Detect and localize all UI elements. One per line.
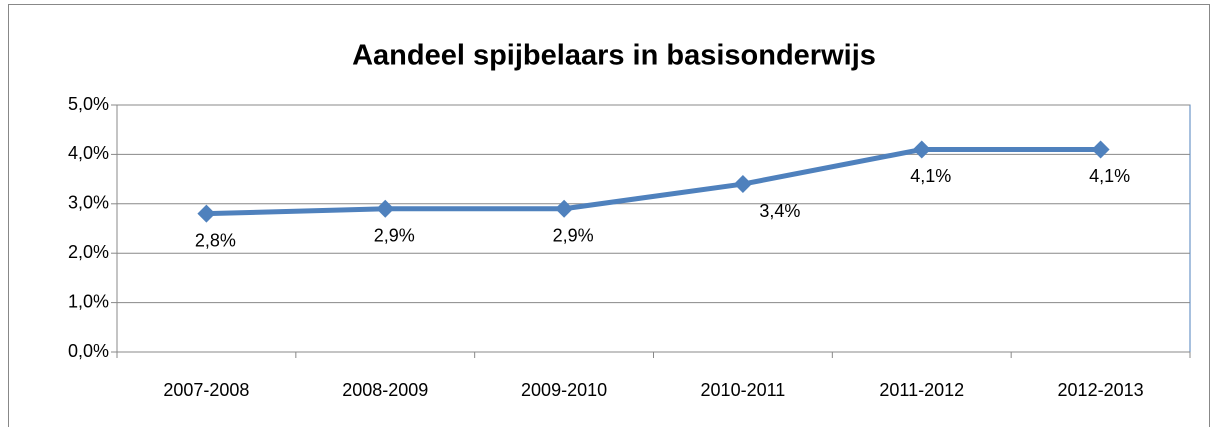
marker bbox=[555, 199, 574, 218]
y-tick-label: 2,0% bbox=[68, 242, 109, 262]
y-tick-label: 5,0% bbox=[68, 94, 109, 114]
data-label: 3,4% bbox=[759, 201, 800, 221]
x-tick-label: 2010-2011 bbox=[701, 380, 786, 400]
marker bbox=[733, 175, 752, 194]
data-label: 2,9% bbox=[374, 225, 415, 245]
chart-title: Aandeel spijbelaars in basisonderwijs bbox=[352, 40, 876, 72]
marker bbox=[912, 140, 931, 159]
line bbox=[206, 146, 1101, 217]
x-tick-label: 2011-2012 bbox=[879, 380, 964, 400]
y-tick-label: 0,0% bbox=[68, 341, 109, 361]
marker bbox=[1091, 140, 1110, 159]
marker bbox=[197, 204, 216, 223]
y-tick-label: 1,0% bbox=[68, 291, 109, 311]
data-label: 4,1% bbox=[910, 166, 951, 186]
data-label: 2,8% bbox=[195, 230, 236, 250]
y-tick-label: 4,0% bbox=[68, 143, 109, 163]
data-label: 4,1% bbox=[1089, 166, 1130, 186]
y-tick-label: 3,0% bbox=[68, 193, 109, 213]
marker bbox=[376, 199, 395, 218]
x-tick-label: 2007-2008 bbox=[163, 380, 249, 400]
x-tick-label: 2008-2009 bbox=[342, 380, 428, 400]
x-tick-label: 2012-2013 bbox=[1058, 380, 1144, 400]
data-label: 2,9% bbox=[553, 225, 594, 245]
x-tick-label: 2009-2010 bbox=[521, 380, 607, 400]
